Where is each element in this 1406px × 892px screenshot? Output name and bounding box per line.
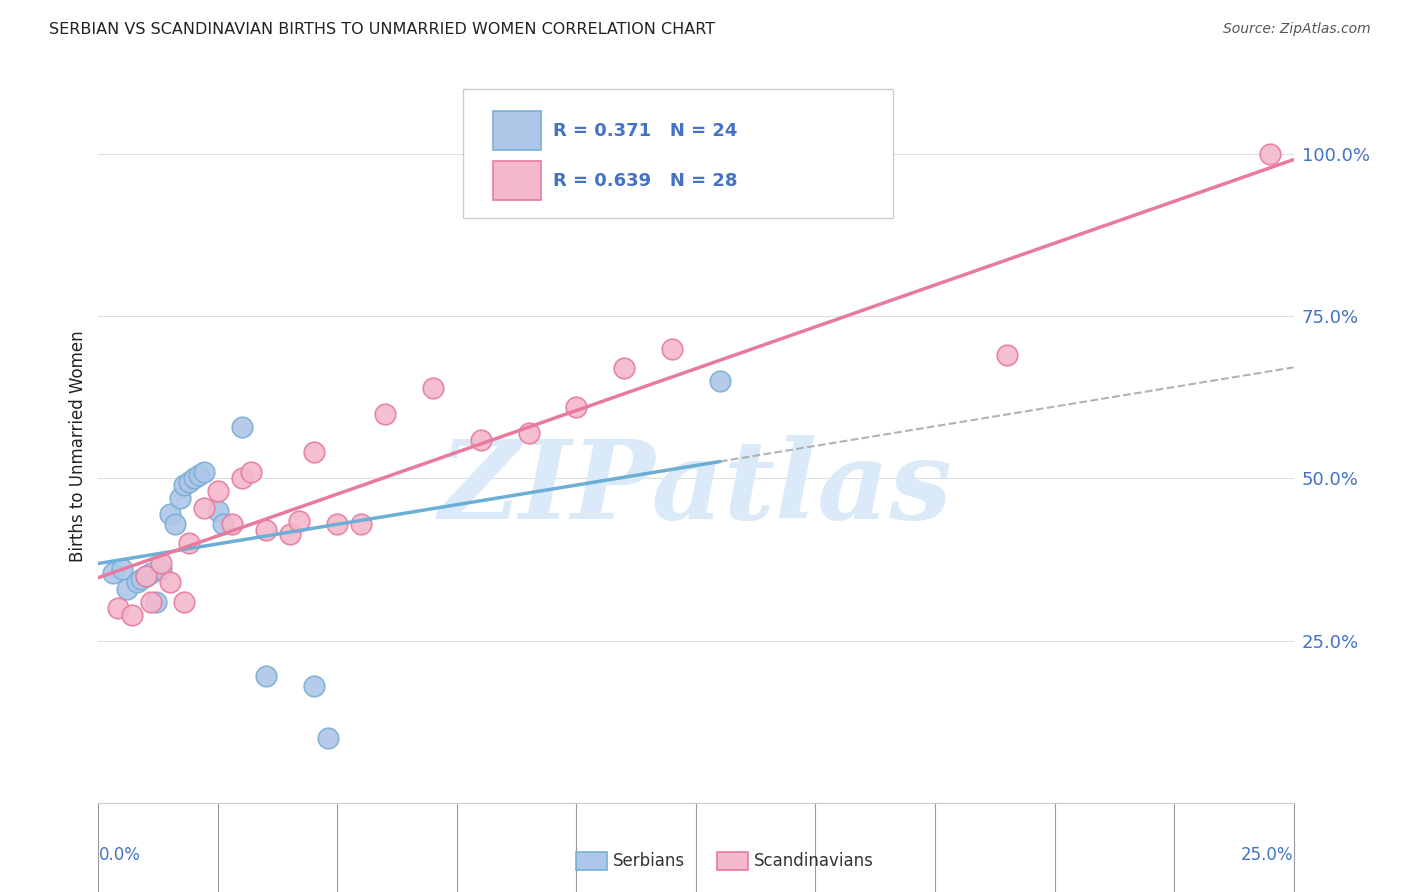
- Point: [302, 445, 325, 459]
- Point: [187, 468, 209, 483]
- Point: [278, 526, 301, 541]
- Point: [149, 562, 172, 576]
- Point: [470, 433, 492, 447]
- Y-axis label: Births to Unmarried Women: Births to Unmarried Women: [69, 330, 87, 562]
- FancyBboxPatch shape: [463, 89, 893, 218]
- Point: [254, 669, 277, 683]
- Point: [288, 514, 311, 528]
- Point: [316, 731, 339, 745]
- Point: [159, 507, 181, 521]
- Text: 0.0%: 0.0%: [98, 846, 141, 863]
- Point: [193, 465, 215, 479]
- Point: [326, 516, 349, 531]
- Point: [207, 484, 229, 499]
- Point: [169, 491, 191, 505]
- Point: [173, 478, 195, 492]
- Point: [149, 556, 172, 570]
- Point: [193, 500, 215, 515]
- Point: [173, 595, 195, 609]
- FancyBboxPatch shape: [494, 161, 541, 200]
- Point: [302, 679, 325, 693]
- FancyBboxPatch shape: [494, 111, 541, 150]
- Point: [125, 575, 148, 590]
- Text: Source: ZipAtlas.com: Source: ZipAtlas.com: [1223, 22, 1371, 37]
- Point: [661, 342, 683, 356]
- Point: [517, 425, 540, 440]
- Point: [422, 381, 444, 395]
- Point: [131, 572, 153, 586]
- Point: [995, 348, 1018, 362]
- Point: [107, 601, 129, 615]
- Point: [211, 516, 233, 531]
- Text: Serbians: Serbians: [613, 852, 685, 870]
- Point: [374, 407, 396, 421]
- Point: [159, 575, 181, 590]
- Point: [101, 566, 124, 580]
- Point: [231, 471, 253, 485]
- Point: [135, 568, 157, 582]
- Point: [115, 582, 138, 596]
- Point: [231, 419, 253, 434]
- Text: SERBIAN VS SCANDINAVIAN BIRTHS TO UNMARRIED WOMEN CORRELATION CHART: SERBIAN VS SCANDINAVIAN BIRTHS TO UNMARR…: [49, 22, 716, 37]
- Point: [350, 516, 373, 531]
- Point: [565, 400, 588, 414]
- Point: [709, 374, 731, 388]
- Point: [207, 504, 229, 518]
- Point: [221, 516, 243, 531]
- Point: [179, 475, 201, 489]
- Text: 25.0%: 25.0%: [1241, 846, 1294, 863]
- Text: ZIPatlas: ZIPatlas: [439, 435, 953, 542]
- Text: Scandinavians: Scandinavians: [754, 852, 873, 870]
- Point: [254, 524, 277, 538]
- Point: [183, 471, 205, 485]
- Point: [613, 361, 636, 376]
- Point: [163, 516, 186, 531]
- Text: R = 0.639   N = 28: R = 0.639 N = 28: [553, 171, 737, 189]
- Point: [121, 607, 143, 622]
- Point: [179, 536, 201, 550]
- Point: [240, 465, 263, 479]
- Point: [139, 595, 162, 609]
- Text: R = 0.371   N = 24: R = 0.371 N = 24: [553, 121, 737, 139]
- Point: [111, 562, 134, 576]
- Point: [139, 566, 162, 580]
- Point: [1258, 147, 1281, 161]
- Point: [145, 595, 167, 609]
- Point: [135, 568, 157, 582]
